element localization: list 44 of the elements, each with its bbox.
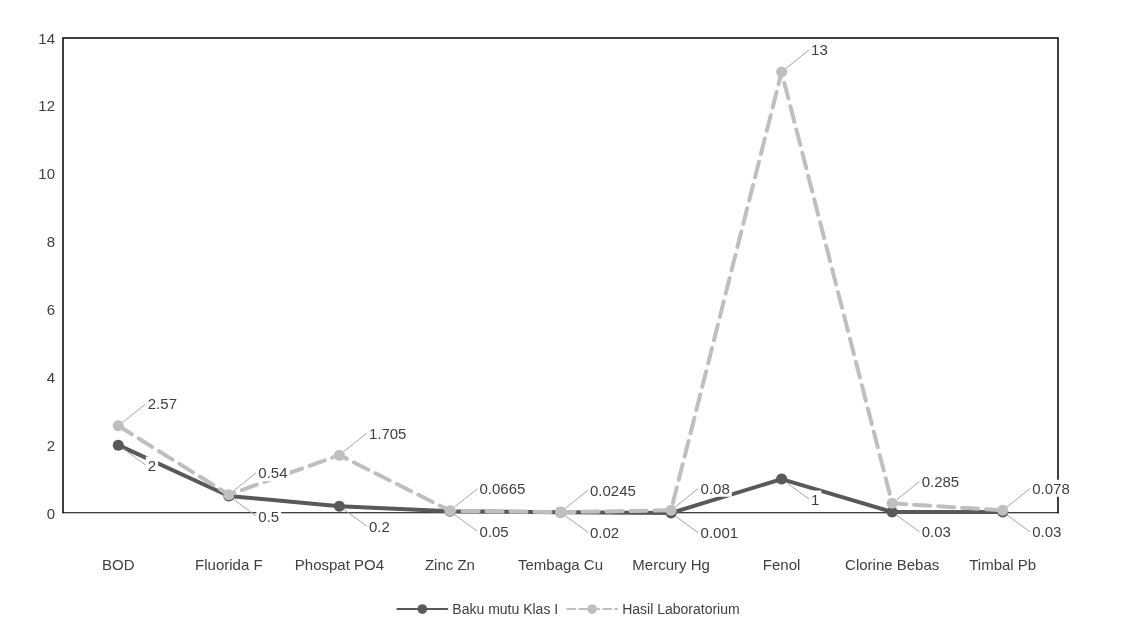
- y-tick-label: 8: [46, 233, 55, 251]
- y-tick-label: 4: [46, 368, 55, 386]
- x-tick-label: Zinc Zn: [424, 555, 475, 573]
- data-label: 0.02: [590, 523, 620, 541]
- data-label: 0.5: [258, 507, 280, 525]
- y-tick-label: 14: [38, 29, 55, 47]
- y-tick-label: 12: [38, 97, 55, 115]
- data-label: 0.2: [368, 517, 390, 535]
- data-label: 0.03: [1032, 523, 1062, 541]
- data-label: 0.0245: [590, 481, 636, 499]
- data-label: 0.03: [921, 523, 951, 541]
- data-label: 2: [147, 456, 157, 474]
- point: [333, 449, 345, 461]
- legend-label: Baku mutu Klas I: [452, 601, 559, 617]
- y-tick-label: 0: [46, 504, 55, 522]
- data-label: 1.705: [368, 424, 407, 442]
- data-label: 0.001: [700, 524, 739, 542]
- x-tick-label: Fenol: [762, 555, 801, 573]
- point: [776, 66, 788, 78]
- x-tick-label: Clorine Bebas: [845, 555, 940, 573]
- data-label: 1: [811, 490, 820, 508]
- data-label: 13: [811, 41, 828, 59]
- point: [112, 439, 124, 451]
- x-tick-label: BOD: [102, 555, 135, 573]
- point: [886, 497, 898, 509]
- point: [112, 420, 124, 432]
- x-tick-label: Fluorida F: [195, 555, 263, 573]
- data-label: 0.05: [479, 522, 509, 540]
- point: [776, 473, 788, 485]
- data-label: 0.08: [700, 479, 730, 497]
- data-label: 2.57: [147, 395, 177, 413]
- y-tick-label: 6: [46, 300, 55, 318]
- data-label: 0.078: [1032, 479, 1070, 497]
- data-label: 0.54: [258, 464, 288, 482]
- data-label: 0.285: [921, 472, 960, 490]
- x-tick-label: Tembaga Cu: [517, 555, 604, 573]
- point: [333, 500, 345, 512]
- data-label: 0.0665: [479, 480, 526, 498]
- y-tick-label: 10: [38, 165, 55, 183]
- x-tick-label: Mercury Hg: [632, 555, 710, 573]
- x-tick-label: Timbal Pb: [969, 555, 1037, 573]
- x-tick-label: Phospat PO4: [294, 555, 385, 573]
- y-tick-label: 2: [46, 436, 55, 454]
- legend-label: Hasil Laboratorium: [622, 601, 740, 617]
